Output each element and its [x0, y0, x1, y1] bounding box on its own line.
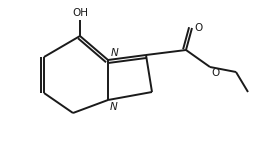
- Text: O: O: [211, 68, 219, 78]
- Text: OH: OH: [72, 8, 88, 18]
- Text: O: O: [194, 23, 202, 33]
- Text: N: N: [110, 102, 118, 112]
- Text: N: N: [111, 48, 119, 58]
